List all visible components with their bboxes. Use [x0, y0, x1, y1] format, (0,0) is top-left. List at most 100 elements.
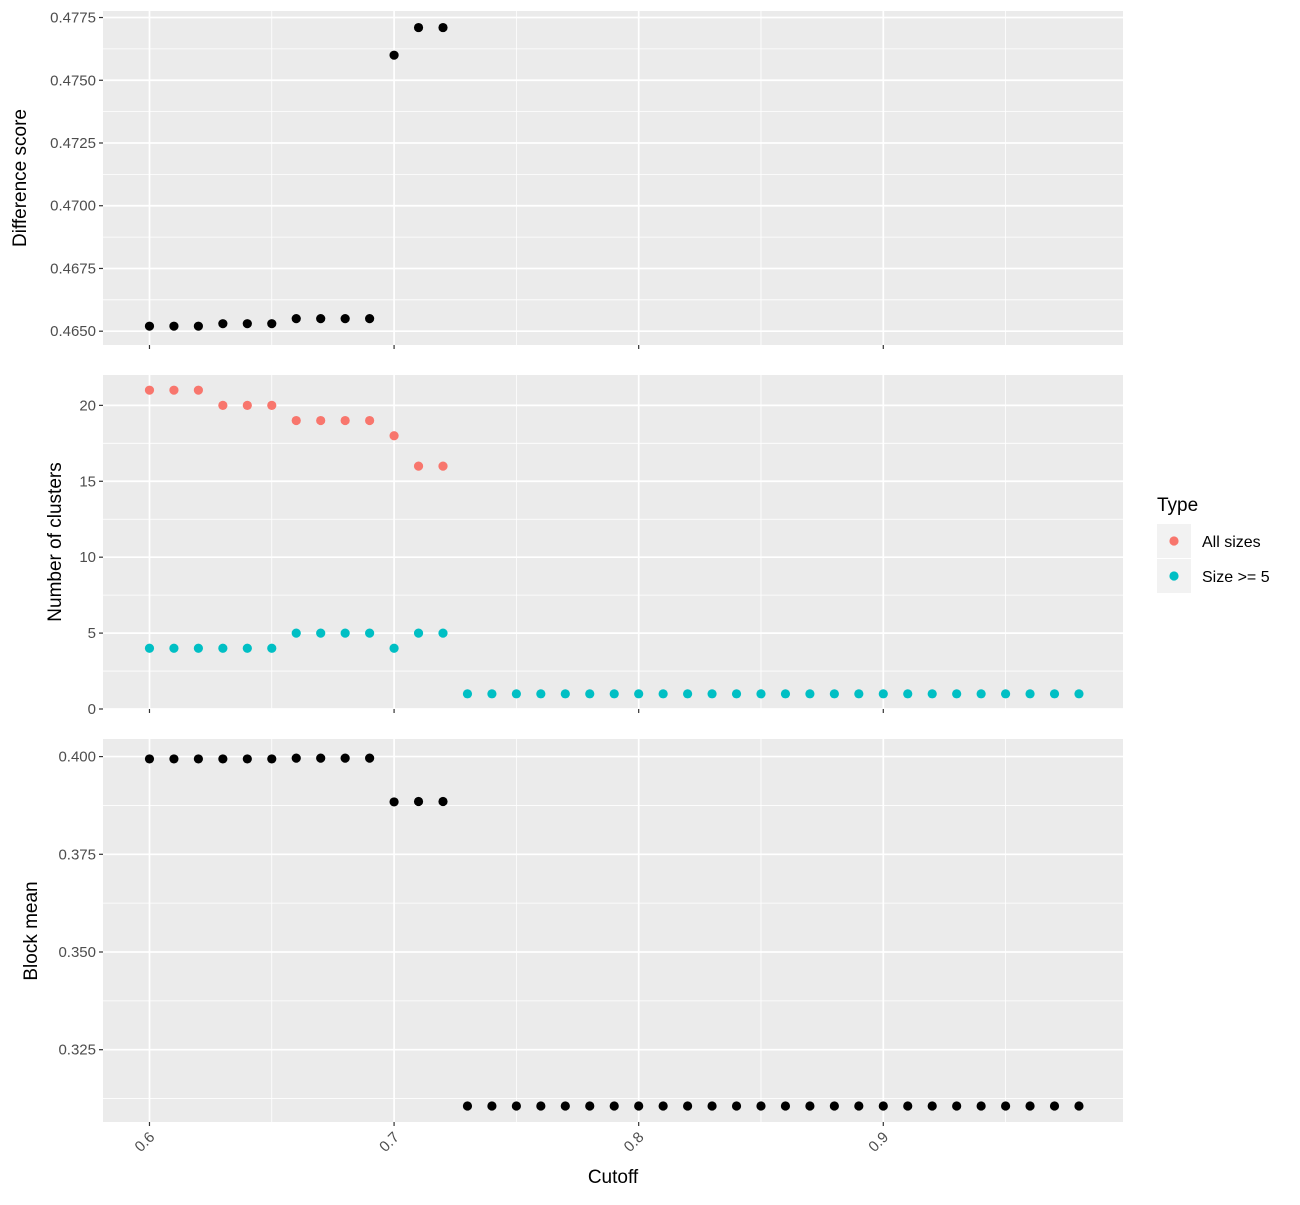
data-point	[267, 319, 277, 329]
data-point	[389, 797, 399, 807]
data-point	[952, 1101, 962, 1111]
data-point	[316, 753, 326, 763]
data-point	[1000, 689, 1011, 699]
data-point	[878, 1101, 888, 1111]
y-axis-title: Number of clusters	[45, 462, 66, 621]
data-point	[683, 1101, 693, 1111]
data-point	[805, 689, 815, 699]
y-tick-label: 10	[79, 549, 96, 566]
data-point	[462, 1101, 473, 1111]
panel-difference: 0.4650 0.4675 0.4700 0.4725 0.4750 0.4775 Diff…	[10, 10, 1123, 349]
data-point	[193, 385, 203, 395]
legend: Type All sizes Size >= 5	[1157, 495, 1270, 593]
data-point	[511, 689, 521, 699]
data-point	[756, 1101, 766, 1111]
data-point	[267, 400, 277, 410]
data-point	[267, 643, 277, 653]
data-point	[1049, 1101, 1060, 1111]
legend-key-point	[1169, 536, 1179, 546]
data-point	[144, 321, 155, 331]
data-point	[658, 689, 668, 699]
data-point	[291, 628, 301, 638]
data-point	[242, 400, 252, 410]
data-point	[291, 753, 301, 763]
data-point	[438, 628, 448, 638]
data-point	[438, 796, 448, 807]
data-point	[536, 689, 546, 699]
data-point	[731, 689, 742, 699]
data-point	[903, 1101, 913, 1111]
y-tick-label: 20	[79, 397, 96, 414]
data-point	[291, 314, 301, 324]
data-point	[487, 689, 497, 699]
data-point	[560, 1101, 570, 1111]
data-point	[658, 1101, 668, 1111]
legend-title: Type	[1157, 495, 1198, 516]
data-point	[413, 796, 424, 807]
data-point	[731, 1101, 742, 1111]
y-axis-title: Difference score	[10, 109, 31, 247]
data-point	[1025, 1101, 1035, 1111]
data-point	[169, 385, 179, 395]
data-point	[438, 461, 448, 471]
data-point	[585, 689, 595, 699]
panel-background	[103, 375, 1123, 709]
y-tick-label: 0.350	[58, 944, 96, 961]
y-tick-label: 5	[88, 625, 96, 642]
data-point	[609, 1101, 619, 1111]
y-tick-label: 0.4700	[50, 198, 96, 215]
data-point	[585, 1101, 595, 1111]
data-point	[854, 689, 864, 699]
panel-background	[103, 11, 1123, 345]
panel-block: 0.325 0.350 0.375 0.400 Block mean 0.6 0.7 0.8 0…	[21, 739, 1123, 1156]
y-tick-label: 0.325	[58, 1042, 96, 1059]
data-point	[707, 689, 717, 699]
data-point	[536, 1101, 546, 1111]
data-point	[1025, 689, 1035, 699]
data-point	[316, 314, 326, 324]
legend-entry-label: Size >= 5	[1202, 569, 1270, 586]
data-point	[316, 628, 326, 638]
panel-clusters: 0 5 10 15 20 Number of clusters	[45, 375, 1123, 718]
data-point	[805, 1101, 815, 1111]
legend-entry-label: All sizes	[1202, 534, 1261, 551]
data-point	[976, 689, 986, 699]
legend-key-point	[1169, 571, 1179, 581]
data-point	[218, 400, 228, 410]
y-tick-label: 0.4775	[50, 10, 96, 27]
data-point	[438, 22, 448, 33]
data-point	[365, 314, 375, 324]
x-tick-label: 0.6	[132, 1129, 159, 1156]
data-point	[609, 689, 619, 699]
data-point	[413, 22, 424, 33]
data-point	[169, 754, 179, 764]
y-tick-label: 0.4725	[50, 135, 96, 152]
data-point	[365, 628, 375, 638]
data-point	[829, 1101, 839, 1111]
data-point	[340, 314, 350, 324]
data-point	[1074, 1101, 1084, 1111]
x-tick-label: 0.9	[865, 1129, 892, 1156]
panel-background	[103, 739, 1123, 1122]
data-point	[756, 689, 766, 699]
data-point	[267, 754, 277, 764]
data-point	[365, 753, 375, 763]
data-point	[242, 643, 252, 653]
data-point	[1000, 1101, 1011, 1111]
data-point	[365, 415, 375, 426]
data-point	[854, 1101, 864, 1111]
data-point	[144, 754, 155, 764]
data-point	[683, 689, 693, 699]
data-point	[193, 643, 203, 653]
data-point	[560, 689, 570, 699]
data-point	[878, 689, 888, 699]
data-point	[340, 628, 350, 638]
data-point	[927, 1101, 937, 1111]
data-point	[780, 1101, 791, 1111]
data-point	[1049, 689, 1060, 699]
data-point	[1074, 689, 1084, 699]
y-tick-label: 0.4650	[50, 323, 96, 340]
y-tick-label: 0.4675	[50, 260, 96, 277]
